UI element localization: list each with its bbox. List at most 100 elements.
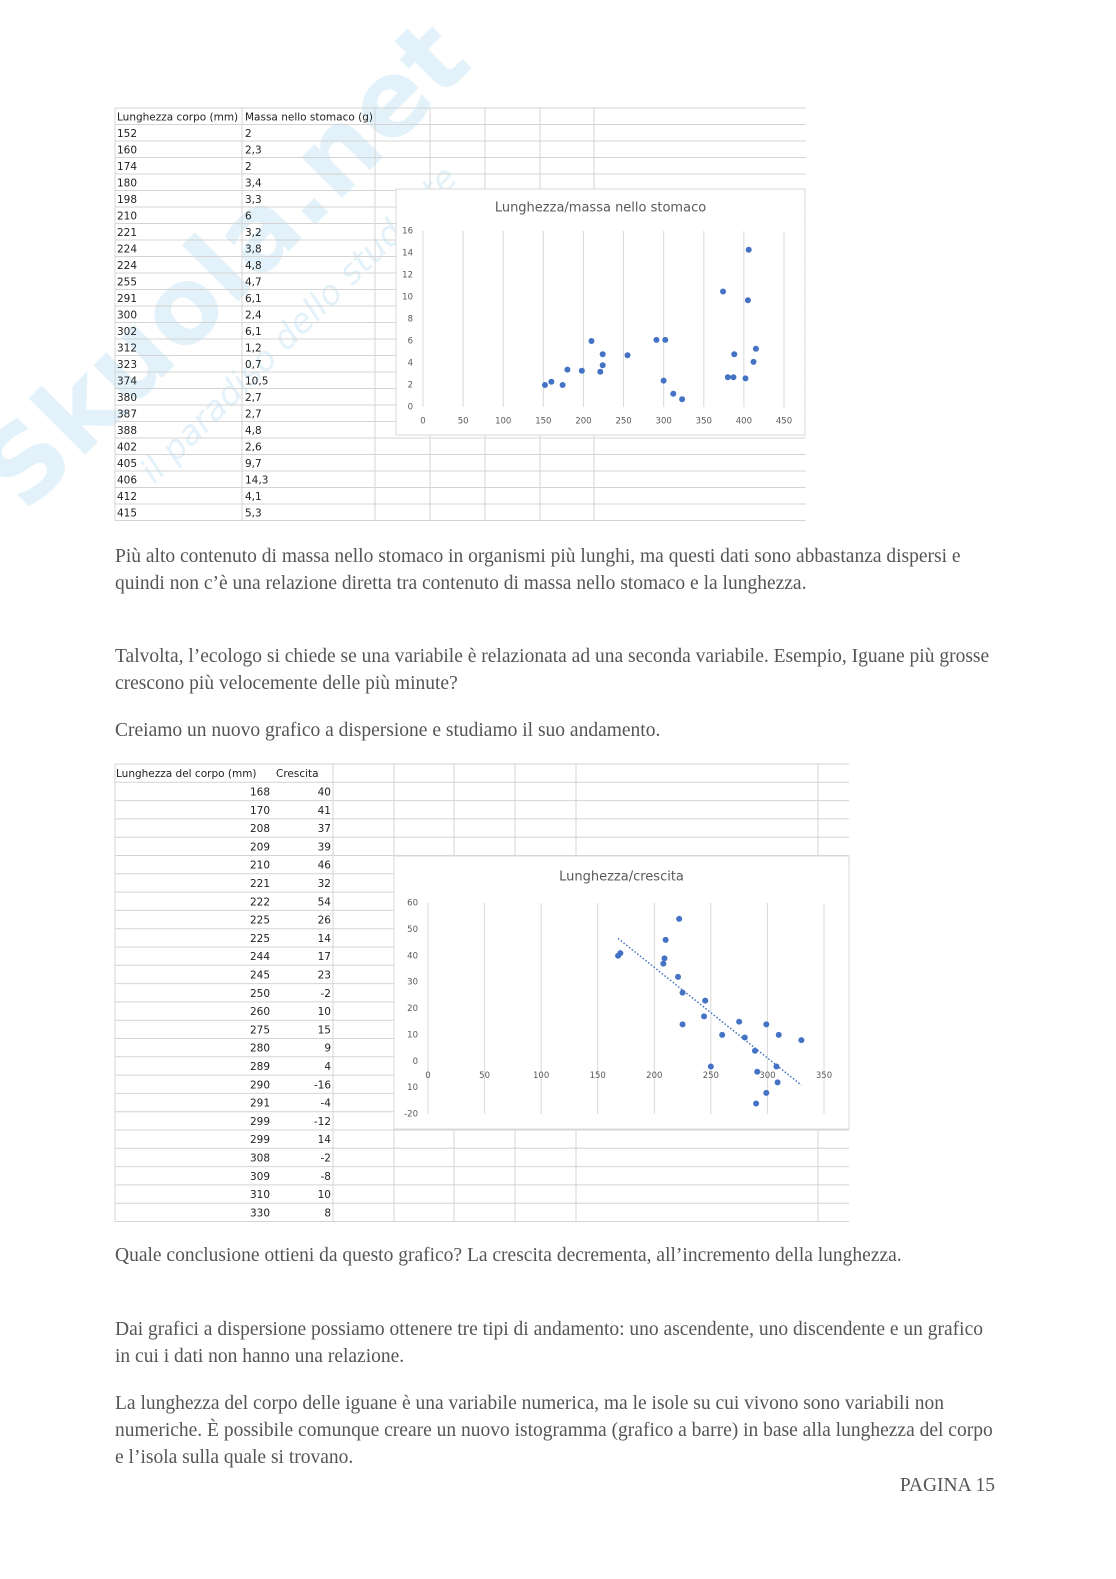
x-tick-label: 150 — [590, 1071, 606, 1081]
table-cell: 168 — [250, 786, 270, 798]
table-cell: 208 — [250, 823, 270, 835]
y-tick-label: 10 — [402, 293, 413, 303]
data-point — [599, 362, 606, 369]
table-cell: 312 — [117, 342, 137, 354]
data-point — [701, 1013, 708, 1020]
data-point — [730, 374, 737, 381]
table-cell: 290 — [250, 1079, 270, 1091]
data-point — [752, 345, 759, 352]
table-header: Crescita — [276, 768, 319, 780]
table-header: Lunghezza corpo (mm) — [117, 111, 238, 123]
table-cell: 3,3 — [245, 194, 262, 206]
table-cell: 40 — [318, 786, 331, 798]
table-cell: 255 — [117, 276, 137, 288]
table-cell: 3,8 — [245, 243, 262, 255]
table-cell: 209 — [250, 841, 270, 853]
data-point — [548, 378, 555, 385]
x-tick-label: 0 — [425, 1071, 430, 1081]
x-tick-label: 250 — [703, 1071, 719, 1081]
y-tick-label: -20 — [404, 1110, 418, 1120]
table-cell: 46 — [318, 860, 332, 872]
x-tick-label: 300 — [759, 1071, 775, 1081]
table-cell: 32 — [318, 878, 331, 890]
table-cell: 4,1 — [245, 491, 262, 503]
x-tick-label: 100 — [495, 417, 511, 427]
chart-title: Lunghezza/massa nello stomaco — [495, 201, 706, 216]
table-cell: 210 — [117, 210, 137, 222]
table-cell: 198 — [117, 194, 137, 206]
table-cell: 374 — [117, 375, 137, 387]
table-cell: 4,8 — [245, 425, 262, 437]
data-point — [707, 1063, 714, 1070]
y-tick-label: 60 — [407, 899, 418, 909]
table-cell: 289 — [250, 1061, 270, 1073]
table-cell: 2 — [245, 128, 252, 140]
table-cell: 275 — [250, 1024, 270, 1036]
chart-title: Lunghezza/crescita — [559, 870, 684, 885]
data-point — [662, 336, 669, 343]
y-tick-label: 0 — [413, 1057, 418, 1067]
y-tick-label: 14 — [402, 249, 413, 259]
y-tick-label: 2 — [408, 381, 413, 391]
table-cell: 37 — [318, 823, 331, 835]
x-tick-label: 300 — [656, 417, 672, 427]
table-cell: 415 — [117, 507, 137, 519]
data-point — [745, 246, 752, 253]
table-cell: 291 — [250, 1098, 270, 1110]
data-point — [564, 366, 571, 373]
table-cell: 39 — [318, 841, 331, 853]
x-tick-label: 50 — [458, 417, 469, 427]
data-point — [541, 382, 548, 388]
table-header: Lunghezza del corpo (mm) — [116, 768, 257, 780]
table-cell: 2,7 — [245, 392, 262, 404]
data-point — [741, 1034, 748, 1041]
table-cell: 280 — [250, 1043, 270, 1055]
data-point — [679, 1021, 686, 1028]
table-cell: 23 — [318, 969, 331, 981]
paragraph: Più alto contenuto di massa nello stomac… — [115, 546, 961, 594]
x-tick-label: 250 — [615, 417, 631, 427]
table-cell: 9 — [324, 1043, 331, 1055]
table-cell: 4,7 — [245, 276, 262, 288]
x-tick-label: 200 — [646, 1071, 662, 1081]
table-cell: 210 — [250, 860, 270, 872]
data-point — [744, 297, 751, 304]
table-cell: 170 — [250, 805, 270, 817]
table-cell: -16 — [314, 1079, 331, 1091]
table-cell: 3,4 — [245, 177, 262, 189]
paragraph: Dai grafici a dispersione possiamo otten… — [115, 1319, 983, 1367]
table-cell: 1,2 — [245, 342, 262, 354]
y-tick-label: 10 — [407, 1083, 418, 1093]
data-point — [624, 352, 631, 359]
y-tick-label: 8 — [408, 315, 413, 325]
table-cell: 10,5 — [245, 375, 268, 387]
data-point — [775, 1031, 782, 1038]
table-cell: 224 — [117, 243, 137, 255]
table-cell: 4,8 — [245, 260, 262, 272]
x-tick-label: 450 — [776, 417, 792, 427]
table-cell: 8 — [324, 1207, 331, 1219]
table-cell: 221 — [117, 227, 137, 239]
table-cell: 412 — [117, 491, 137, 503]
data-point — [719, 1031, 726, 1038]
y-tick-label: 12 — [402, 271, 413, 281]
data-point — [702, 997, 709, 1004]
table-cell: 302 — [117, 326, 137, 338]
table-cell: 41 — [318, 805, 331, 817]
table-cell: 10 — [318, 1189, 331, 1201]
table-cell: -2 — [321, 1152, 331, 1164]
table-cell: 387 — [117, 408, 137, 420]
data-point — [751, 1047, 758, 1054]
table-cell: 2,4 — [245, 309, 262, 321]
table-cell: 299 — [250, 1134, 270, 1146]
table-cell: 291 — [117, 293, 137, 305]
x-tick-label: 200 — [575, 417, 591, 427]
data-point — [676, 915, 683, 922]
table-cell: 330 — [250, 1207, 270, 1219]
table-cell: 5,3 — [245, 507, 262, 519]
x-tick-label: 50 — [479, 1071, 490, 1081]
data-point — [753, 1100, 760, 1107]
table-cell: 250 — [250, 988, 270, 1000]
table-cell: 2,6 — [245, 441, 262, 453]
table-cell: 300 — [117, 309, 137, 321]
